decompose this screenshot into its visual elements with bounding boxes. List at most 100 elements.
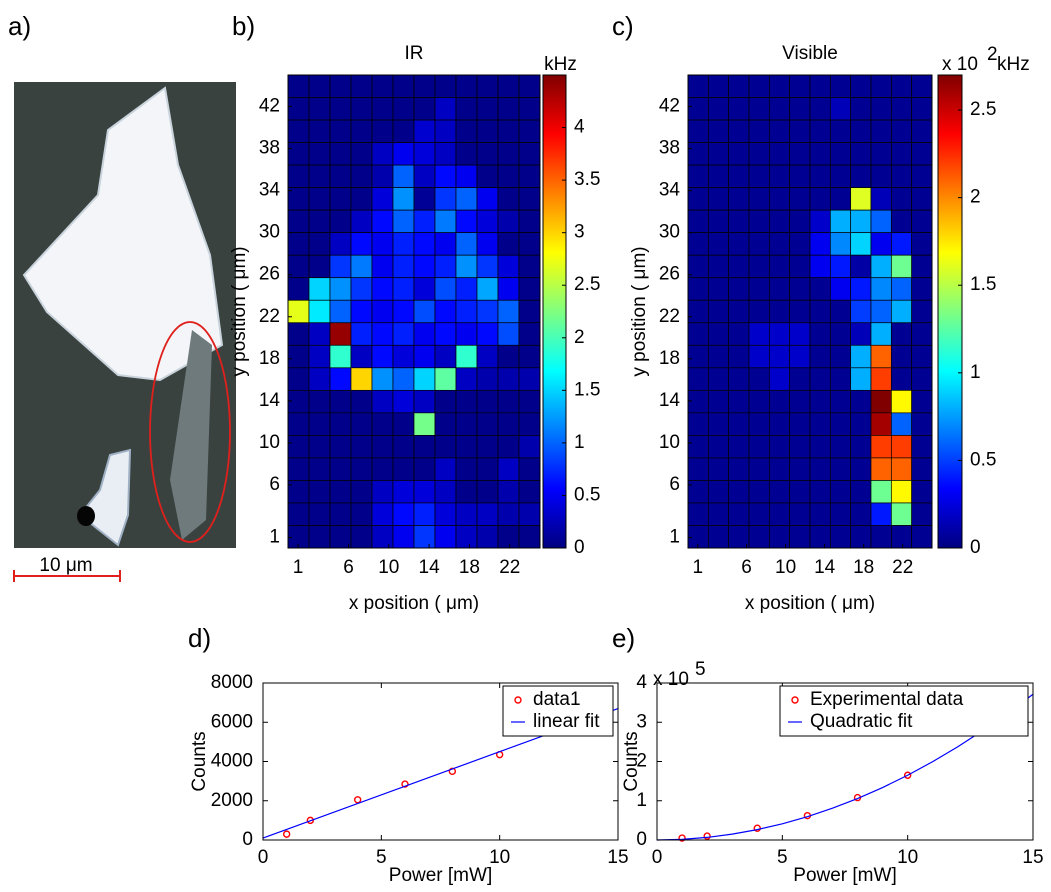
x-tick-label: 14 [419, 557, 441, 578]
heatmap-cell [789, 412, 811, 436]
heatmap-cell [789, 344, 811, 369]
heatmap-cell [287, 502, 310, 526]
heatmap-cell [434, 254, 457, 279]
heatmap-cell [911, 344, 933, 369]
heatmap-cell [809, 97, 831, 121]
heatmap-cell [518, 209, 541, 234]
heatmap-cell [748, 435, 770, 459]
heatmap-cell [890, 187, 913, 211]
heatmap-cell [308, 254, 331, 279]
heatmap-cell [434, 97, 457, 121]
heatmap-cell [308, 525, 331, 549]
heatmap-cell [413, 187, 436, 211]
heatmap-cell [789, 367, 811, 391]
heatmap-cell [371, 97, 394, 121]
heatmap-cell [392, 187, 415, 211]
plot-frame [687, 74, 933, 549]
heatmap-cell [768, 525, 791, 549]
heatmap-cell [789, 97, 811, 121]
y-tick-label: 14 [659, 390, 681, 411]
heatmap-cell [518, 389, 541, 414]
colorbar-tick-label: 1 [970, 362, 981, 383]
heatmap-cell [518, 277, 541, 301]
heatmap-cell [687, 142, 709, 166]
x-axis-label: Power [mW] [793, 865, 896, 886]
heatmap-cell [768, 164, 791, 188]
heatmap-cell [890, 322, 913, 346]
heatmap-cell [455, 74, 478, 98]
heatmap-cell [789, 502, 811, 526]
heatmap-cell [911, 164, 933, 188]
heatmap-cell [413, 277, 436, 301]
panel-label: c) [612, 11, 634, 41]
heatmap-cell [890, 525, 913, 549]
heatmap-cell [911, 97, 933, 121]
heatmap-cell [707, 187, 730, 211]
y-exponent-base: x 10 [653, 669, 689, 690]
heatmap-cell [413, 164, 436, 188]
heatmap-cell [809, 187, 831, 211]
heatmap-cell [329, 480, 352, 504]
y-tick-label: 38 [259, 138, 280, 159]
heatmap-cell [829, 480, 852, 504]
heatmap-cell [455, 119, 478, 143]
heatmap-cell [308, 457, 331, 481]
heatmap-cell [287, 209, 310, 234]
heatmap-cell [518, 435, 541, 459]
heatmap-cell [350, 299, 373, 324]
heatmap-cell [518, 74, 541, 98]
heatmap-cell [434, 164, 457, 188]
heatmap-cell [329, 232, 352, 256]
data-point [448, 767, 457, 776]
heatmap-cell [829, 389, 852, 414]
heatmap-cell [329, 389, 352, 414]
heatmap-cell [413, 435, 436, 459]
heatmap-cell [687, 322, 709, 346]
heatmap-cell [350, 74, 373, 98]
heatmap-cell [350, 480, 373, 504]
heatmap-cell [371, 344, 394, 369]
x-tick-label: 18 [853, 557, 874, 578]
x-tick-label: 1 [692, 557, 703, 578]
heatmap-cell [850, 97, 872, 121]
data-point [401, 780, 409, 788]
heatmap-cell [911, 457, 933, 481]
heatmap-cell [308, 142, 331, 166]
heatmap-cell [350, 457, 373, 481]
heatmap-cell [707, 232, 730, 256]
heatmap-cell [870, 164, 892, 188]
heatmap-cell [392, 502, 415, 526]
heatmap-cell [768, 435, 791, 459]
heatmap-cell [789, 457, 811, 481]
heatmap-cell [329, 502, 352, 526]
heatmap-cell [870, 367, 892, 391]
microscope-image: 10 μm [13, 82, 236, 582]
heatmap-cell [768, 412, 791, 436]
heatmap-cell [768, 502, 791, 526]
heatmap-cell [392, 344, 415, 369]
heatmap-cell [707, 142, 730, 166]
heatmap-cell [371, 232, 394, 256]
heatmap-cell [455, 457, 478, 481]
heatmap-cell [748, 412, 770, 436]
heatmap-cell [687, 480, 709, 504]
y-axis-label: Counts [189, 731, 210, 791]
data-point [306, 816, 315, 825]
heatmap-cell [413, 232, 436, 256]
heatmap-cell [850, 209, 872, 234]
heatmap-cell [413, 299, 436, 324]
heatmap-cell [497, 344, 520, 369]
heatmap-cell [809, 254, 831, 279]
heatmap-cell [350, 367, 373, 391]
heatmap-cell [413, 480, 436, 504]
fit-line [656, 693, 1034, 841]
y-tick-label: 42 [659, 96, 680, 117]
heatmap-cell [707, 480, 730, 504]
heatmap-cell [308, 367, 331, 391]
heatmap-cell [371, 119, 394, 143]
heatmap-cell [707, 322, 730, 346]
y-tick-label: 6 [669, 474, 680, 495]
heatmap-cell [850, 299, 872, 324]
heatmap-cell [413, 119, 436, 143]
heatmap-cell [890, 480, 913, 504]
